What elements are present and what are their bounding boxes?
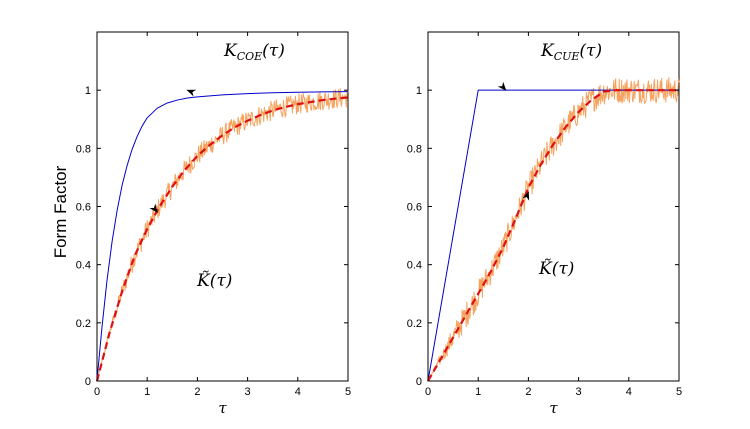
x-tick-label: 3 (245, 386, 251, 398)
x-tick-label: 0 (425, 386, 431, 398)
x-tick-label: 1 (475, 386, 481, 398)
x-tick-label: 4 (626, 386, 632, 398)
left-panel: 0 1 2 3 4 5 0 0.2 0.4 0.6 0.8 1 τ KCOE(τ) K̃(τ) (76, 31, 351, 417)
x-tick-label: 0 (94, 386, 100, 398)
y-tick-label: 0.2 (407, 318, 422, 330)
y-tick-label: 0.8 (407, 143, 422, 155)
series-line-2 (427, 77, 680, 382)
series-line-0 (427, 89, 679, 382)
x-tick-label: 3 (576, 386, 582, 398)
y-tick-label: 0.6 (407, 202, 422, 214)
annotation-label: KCUE(τ) (540, 41, 602, 63)
annotation-label: K̃(τ) (538, 259, 574, 279)
series-line-0 (96, 91, 349, 382)
y-tick-label: 0 (416, 376, 422, 388)
series-line-1 (95, 96, 349, 382)
annotation-arrow (186, 89, 197, 97)
x-axis-label: τ (218, 399, 227, 417)
x-tick-label: 5 (345, 386, 351, 398)
x-tick-label: 2 (525, 386, 531, 398)
series-line-1 (427, 89, 679, 382)
y-axis-label: Form Factor (51, 165, 70, 258)
x-tick-label: 1 (144, 386, 150, 398)
plot-frame (96, 31, 349, 382)
x-tick-label: 5 (676, 386, 682, 398)
x-tick-label: 4 (295, 386, 301, 398)
y-tick-label: 0.4 (407, 260, 422, 272)
annotation-label: K̃(τ) (196, 271, 232, 291)
annotation-arrow (497, 81, 507, 91)
right-panel: 0 1 2 3 4 5 0 0.2 0.4 0.6 0.8 1 τ KCUE(τ) K̃(τ) (407, 31, 682, 417)
x-axis-label: τ (549, 399, 558, 417)
y-tick-label: 0.6 (76, 202, 91, 214)
annotation-arrow (522, 191, 530, 201)
y-tick-label: 1 (416, 85, 422, 97)
plot-frame (427, 31, 680, 382)
x-tick-label: 2 (194, 386, 200, 398)
annotation-label: KCOE(τ) (223, 41, 285, 63)
series-line-2 (96, 88, 349, 382)
y-tick-label: 0 (85, 376, 91, 388)
y-tick-label: 0.4 (76, 260, 91, 272)
y-tick-label: 0.8 (76, 143, 91, 155)
y-tick-label: 1 (85, 85, 91, 97)
y-tick-label: 0.2 (76, 318, 91, 330)
